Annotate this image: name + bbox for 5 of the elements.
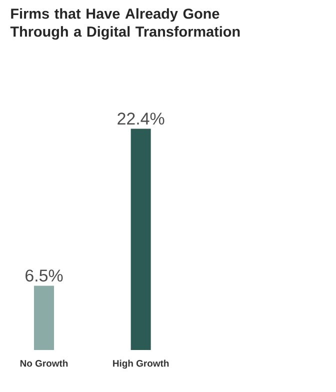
data-label: 22.4% xyxy=(118,112,164,125)
chart-title: Firms that Have Already Gone Through a Digital Transformation xyxy=(10,8,240,40)
x-tick-label: No Growth xyxy=(20,360,68,367)
data-label: 6.5% xyxy=(26,270,63,282)
x-tick-label: High Growth xyxy=(113,360,169,369)
